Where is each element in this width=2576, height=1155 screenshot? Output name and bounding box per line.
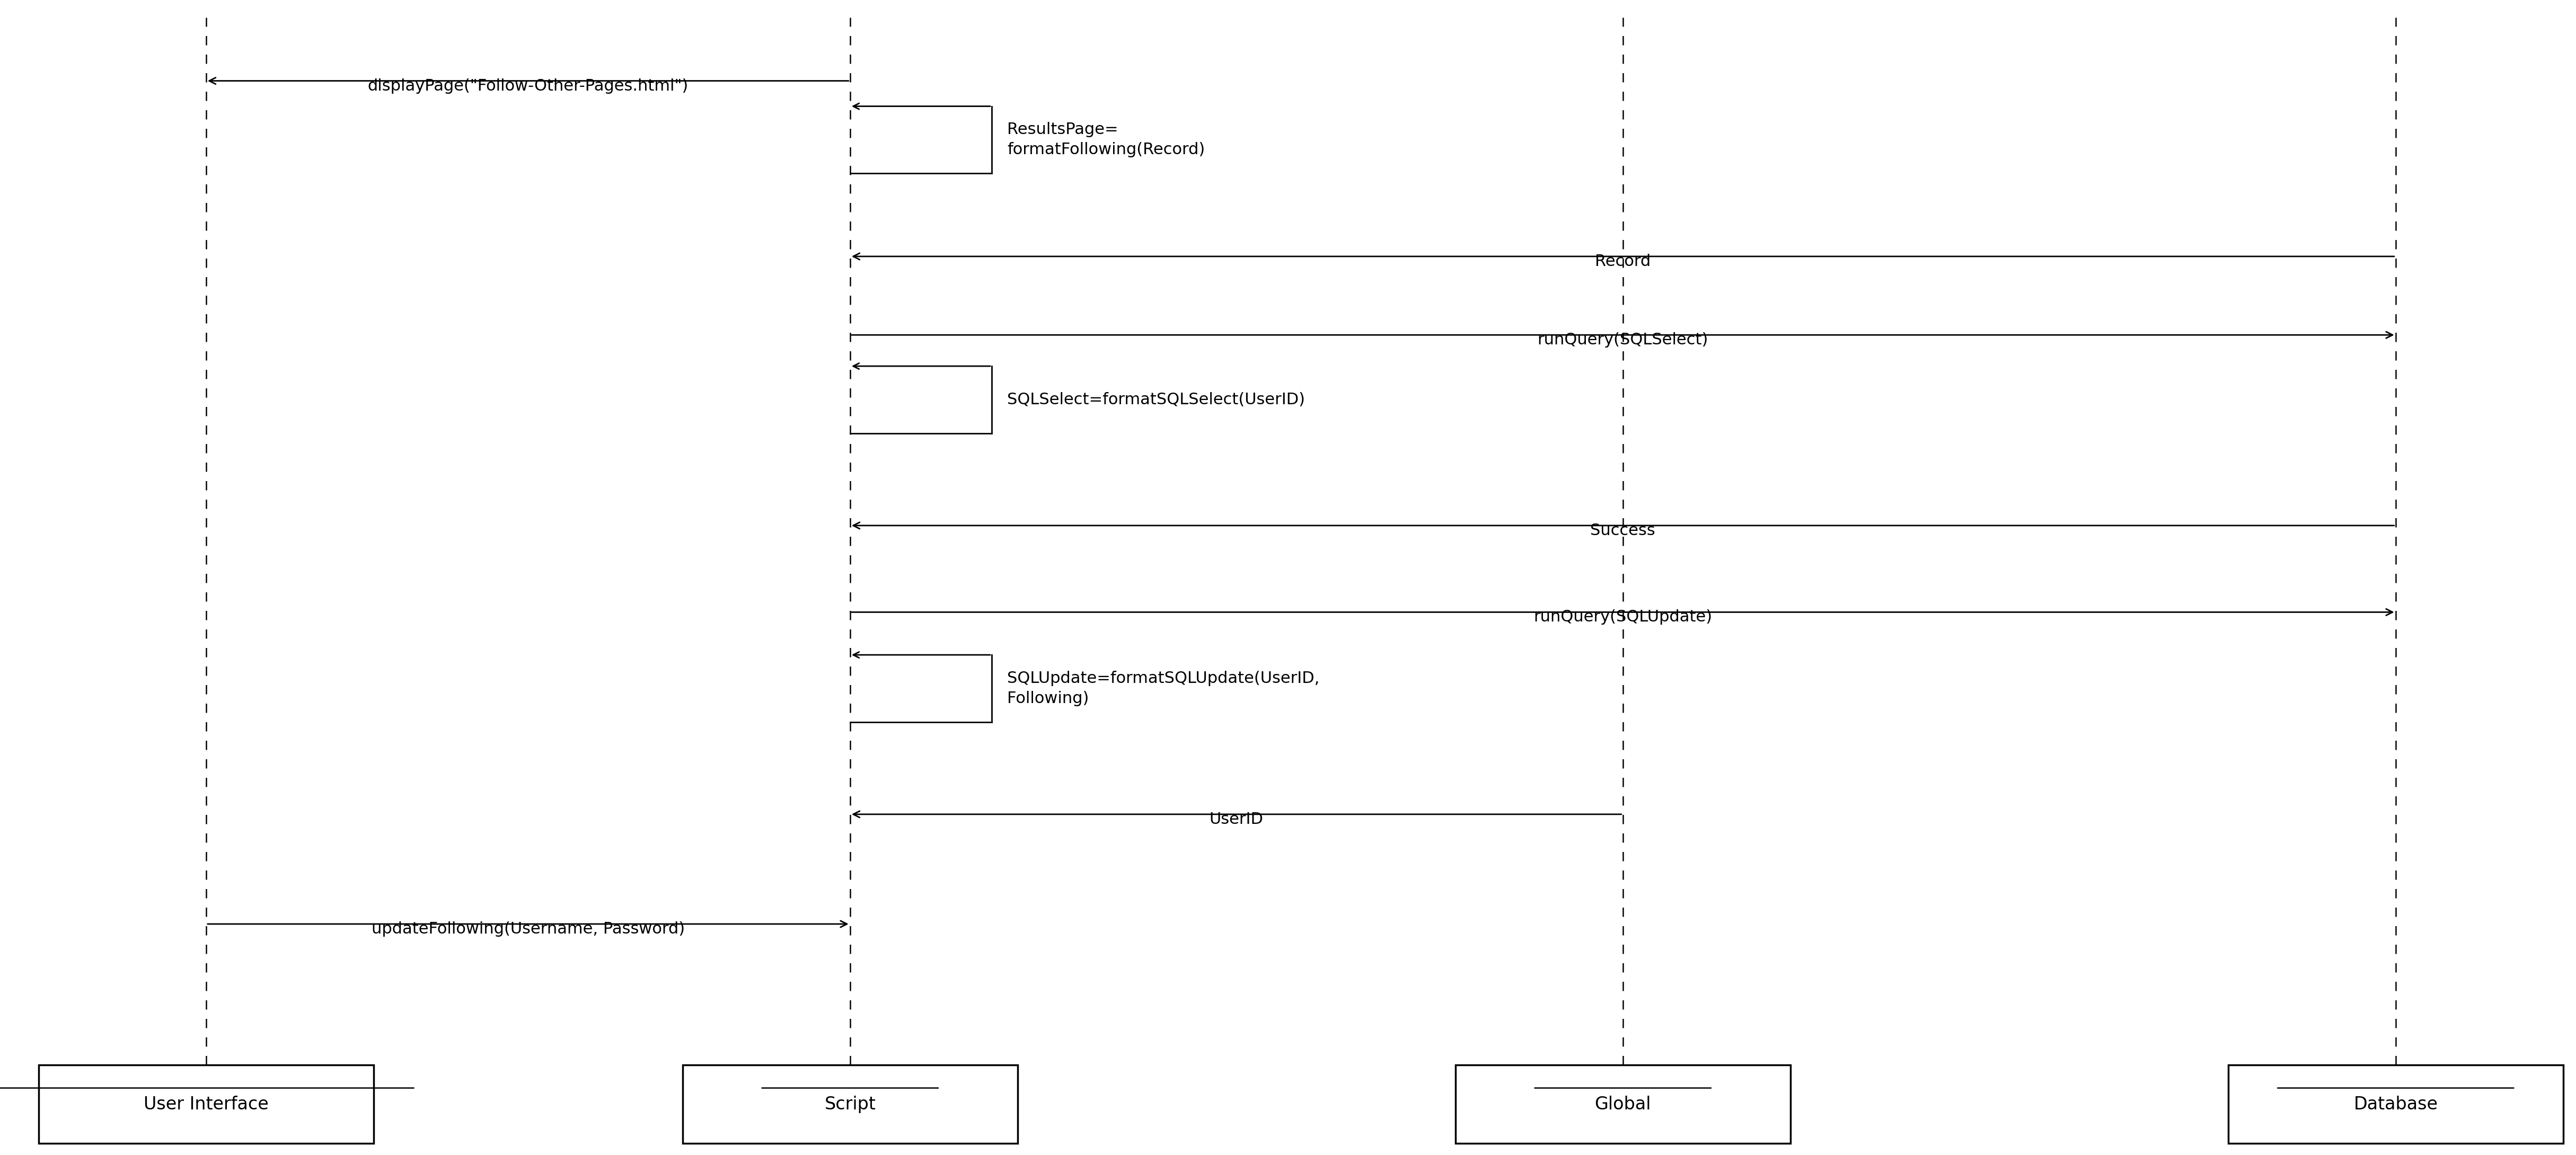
Text: SQLSelect=formatSQLSelect(UserID): SQLSelect=formatSQLSelect(UserID) — [1007, 392, 1306, 408]
Text: ResultsPage=
formatFollowing(Record): ResultsPage= formatFollowing(Record) — [1007, 122, 1206, 157]
Text: Success: Success — [1589, 523, 1656, 538]
Text: Global: Global — [1595, 1095, 1651, 1113]
FancyBboxPatch shape — [683, 1065, 1018, 1143]
Text: displayPage("Follow-Other-Pages.html"): displayPage("Follow-Other-Pages.html") — [368, 79, 688, 94]
Text: UserID: UserID — [1211, 812, 1262, 827]
Text: runQuery(SQLSelect): runQuery(SQLSelect) — [1538, 333, 1708, 348]
Text: Database: Database — [2354, 1095, 2437, 1113]
Text: User Interface: User Interface — [144, 1095, 268, 1113]
FancyBboxPatch shape — [1455, 1065, 1790, 1143]
Text: Record: Record — [1595, 254, 1651, 269]
Text: Script: Script — [824, 1095, 876, 1113]
FancyBboxPatch shape — [2228, 1065, 2563, 1143]
Text: SQLUpdate=formatSQLUpdate(UserID,
Following): SQLUpdate=formatSQLUpdate(UserID, Follow… — [1007, 671, 1319, 706]
Text: runQuery(SQLUpdate): runQuery(SQLUpdate) — [1533, 610, 1713, 625]
Text: updateFollowing(Username, Password): updateFollowing(Username, Password) — [371, 922, 685, 937]
FancyBboxPatch shape — [39, 1065, 374, 1143]
